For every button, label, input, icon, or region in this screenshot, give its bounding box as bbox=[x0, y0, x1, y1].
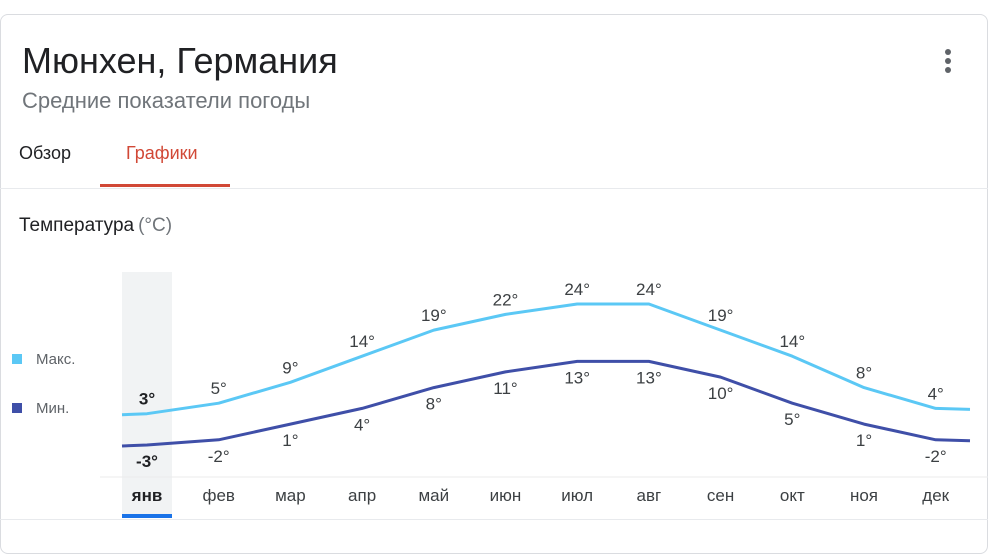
legend-max: Макс. bbox=[12, 351, 75, 368]
max-value-label-9: 14° bbox=[779, 332, 805, 351]
month-label-0[interactable]: янв bbox=[131, 486, 163, 505]
month-column-3[interactable] bbox=[327, 272, 397, 516]
legend-max-swatch bbox=[12, 354, 22, 364]
month-label-3[interactable]: апр bbox=[348, 486, 376, 505]
temperature-chart: 3° 5° 9° 14° 19° 22° 24° 24° 19° 14° 8° 4° -3° -2° 1° 4… bbox=[100, 272, 988, 518]
page-title: Мюнхен, Германия bbox=[22, 40, 338, 81]
max-value-label-11: 4° bbox=[928, 384, 944, 403]
page-subtitle: Средние показатели погоды bbox=[22, 88, 311, 113]
min-temperature-line bbox=[121, 359, 971, 448]
tabs-divider bbox=[0, 188, 988, 189]
min-value-label-10: 1° bbox=[856, 431, 872, 450]
month-label-8[interactable]: сен bbox=[707, 486, 734, 505]
min-value-label-0: -3° bbox=[136, 452, 158, 471]
legend-min-swatch bbox=[12, 403, 22, 413]
selected-month-underline bbox=[122, 514, 172, 518]
max-value-label-2: 9° bbox=[282, 358, 298, 377]
month-label-2[interactable]: мар bbox=[275, 486, 306, 505]
legend-min-label: Мин. bbox=[36, 400, 70, 417]
max-value-label-7: 24° bbox=[636, 280, 662, 299]
max-value-label-1: 5° bbox=[211, 379, 227, 398]
month-label-7[interactable]: авг bbox=[637, 486, 662, 505]
month-label-5[interactable]: июн bbox=[490, 486, 522, 505]
active-tab-indicator bbox=[100, 184, 230, 187]
min-value-label-5: 11° bbox=[493, 379, 517, 398]
month-label-6[interactable]: июл bbox=[561, 486, 593, 505]
min-value-label-9: 5° bbox=[784, 410, 800, 429]
legend-max-label: Макс. bbox=[36, 351, 76, 368]
tab-charts[interactable]: Графики bbox=[126, 143, 198, 163]
chart-title-unit: (°C) bbox=[138, 215, 173, 236]
max-value-label-10: 8° bbox=[856, 364, 872, 383]
more-vert-icon[interactable] bbox=[932, 44, 964, 78]
tab-overview[interactable]: Обзор bbox=[19, 143, 71, 163]
max-value-label-4: 19° bbox=[421, 306, 447, 325]
chart-title-text: Температура bbox=[19, 215, 135, 236]
min-value-label-11: -2° bbox=[925, 447, 947, 466]
bottom-divider bbox=[0, 519, 988, 520]
min-value-label-1: -2° bbox=[208, 447, 230, 466]
legend-min: Мин. bbox=[12, 400, 69, 417]
min-value-label-7: 13° bbox=[636, 368, 662, 387]
month-label-11[interactable]: дек bbox=[922, 486, 949, 505]
max-value-label-8: 19° bbox=[708, 306, 734, 325]
month-column-2[interactable] bbox=[255, 272, 325, 516]
month-label-9[interactable]: окт bbox=[780, 486, 805, 505]
month-label-1[interactable]: фев bbox=[202, 486, 234, 505]
selected-month-highlight bbox=[122, 272, 172, 516]
min-value-label-2: 1° bbox=[282, 431, 298, 450]
max-value-label-0: 3° bbox=[139, 390, 155, 409]
min-value-label-6: 13° bbox=[564, 368, 590, 387]
max-value-label-3: 14° bbox=[349, 332, 375, 351]
min-value-label-8: 10° bbox=[708, 384, 734, 403]
min-value-label-3: 4° bbox=[354, 415, 370, 434]
month-label-10[interactable]: ноя bbox=[850, 486, 878, 505]
month-label-4[interactable]: май bbox=[418, 486, 449, 505]
chart-title: Температура (°C) bbox=[19, 215, 172, 237]
max-temperature-line bbox=[121, 302, 971, 417]
min-value-label-4: 8° bbox=[426, 395, 442, 414]
max-value-label-5: 22° bbox=[493, 290, 519, 309]
month-column-7[interactable] bbox=[614, 272, 684, 516]
max-value-label-6: 24° bbox=[564, 280, 590, 299]
